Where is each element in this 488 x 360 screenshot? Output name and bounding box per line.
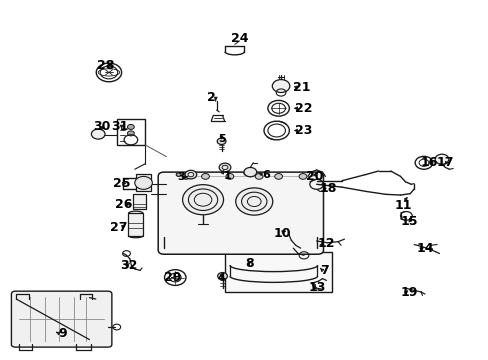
Text: 27: 27 (110, 221, 127, 234)
Circle shape (135, 176, 152, 189)
Circle shape (184, 170, 196, 179)
Bar (133, 194, 145, 210)
Circle shape (91, 129, 105, 139)
Text: 18: 18 (319, 183, 336, 195)
Circle shape (127, 125, 134, 130)
Text: 1: 1 (223, 171, 231, 181)
Text: 21: 21 (293, 81, 310, 94)
Text: 13: 13 (308, 281, 325, 294)
Circle shape (182, 174, 189, 179)
Bar (117, 119, 145, 145)
Circle shape (219, 163, 230, 172)
Text: 12: 12 (317, 237, 334, 250)
Text: 10: 10 (273, 226, 291, 239)
Circle shape (217, 138, 225, 144)
Circle shape (217, 273, 227, 280)
Text: 29: 29 (163, 271, 181, 284)
Text: 11: 11 (393, 199, 411, 212)
Circle shape (182, 185, 223, 215)
Text: 28: 28 (97, 59, 114, 72)
Text: 2: 2 (206, 91, 215, 104)
Text: 31: 31 (111, 121, 128, 134)
FancyBboxPatch shape (11, 291, 112, 347)
Text: 5: 5 (217, 134, 225, 144)
Text: 32: 32 (120, 259, 137, 272)
Text: 20: 20 (306, 170, 323, 183)
Circle shape (235, 188, 272, 215)
Text: 17: 17 (436, 156, 453, 169)
Circle shape (244, 167, 256, 177)
Circle shape (255, 174, 263, 179)
Text: 15: 15 (400, 215, 417, 228)
Text: 30: 30 (93, 121, 111, 134)
Circle shape (434, 154, 448, 164)
Circle shape (299, 174, 306, 179)
Text: 14: 14 (415, 242, 433, 255)
Bar (224, 252, 331, 292)
Circle shape (127, 131, 134, 136)
Text: 16: 16 (419, 156, 437, 169)
Circle shape (225, 174, 233, 179)
Text: 24: 24 (230, 32, 248, 45)
FancyBboxPatch shape (158, 172, 323, 254)
Text: 26: 26 (115, 198, 132, 211)
Text: 4: 4 (217, 273, 225, 283)
Bar (128, 213, 143, 235)
Text: 9: 9 (59, 327, 67, 340)
Text: 25: 25 (113, 177, 130, 190)
Text: 3: 3 (177, 172, 184, 182)
Text: 19: 19 (400, 287, 417, 300)
Circle shape (272, 80, 289, 93)
Text: 7: 7 (320, 264, 328, 277)
Text: 8: 8 (244, 257, 253, 270)
Circle shape (201, 174, 209, 179)
Circle shape (274, 174, 282, 179)
Text: 23: 23 (295, 124, 312, 137)
Bar (136, 174, 151, 192)
Text: 6: 6 (262, 170, 270, 180)
Circle shape (176, 173, 181, 176)
Text: 22: 22 (295, 102, 312, 115)
